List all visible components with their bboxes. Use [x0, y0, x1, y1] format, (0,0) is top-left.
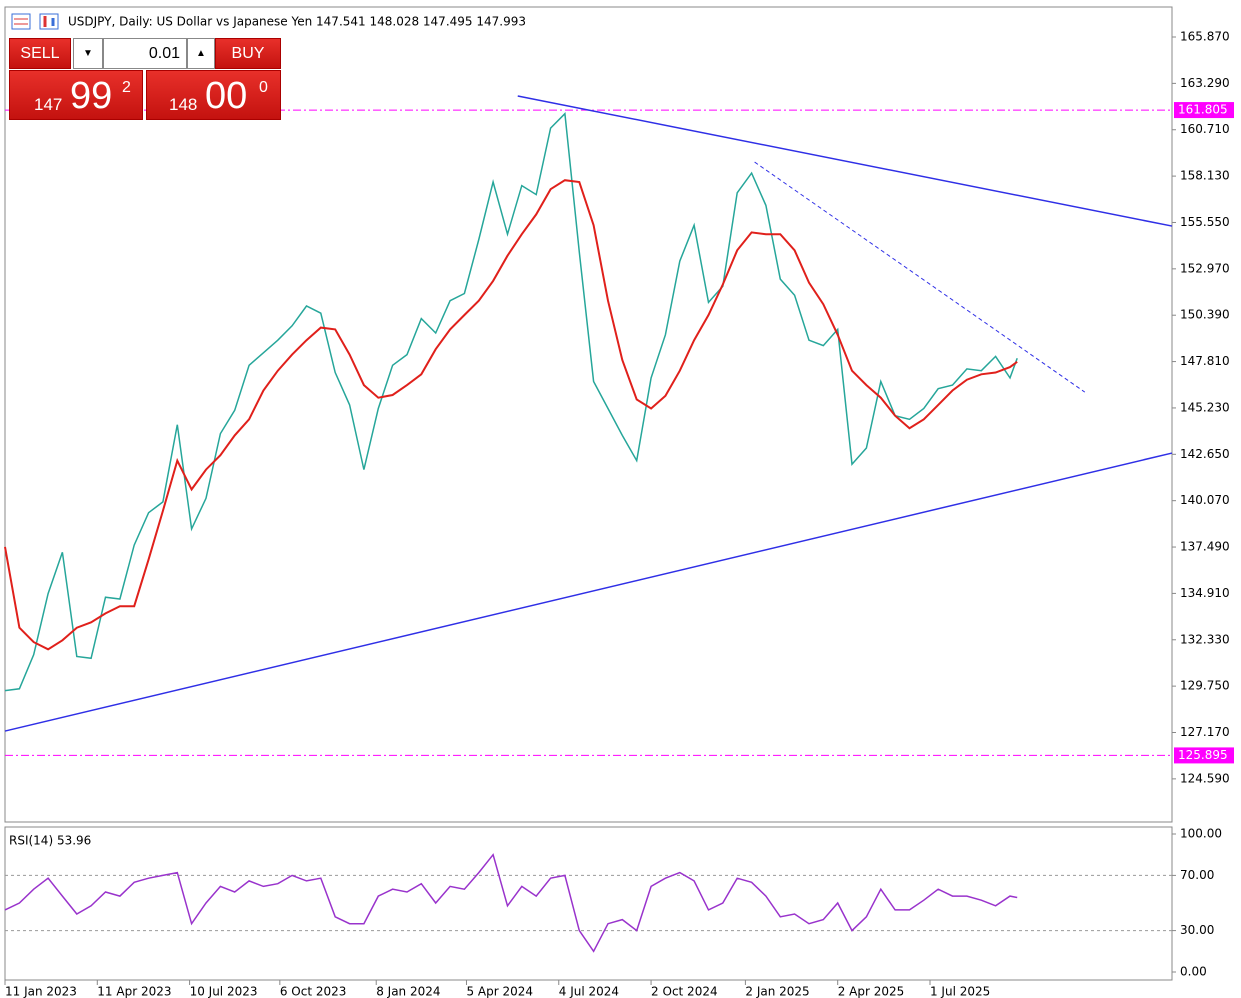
x-tick-label: 11 Jan 2023 — [5, 985, 77, 998]
price-small: 2 — [122, 79, 131, 96]
trend-line — [4, 452, 1173, 732]
price-small: 0 — [259, 79, 268, 96]
buy-price[interactable]: 148 00 0 — [146, 70, 281, 120]
volume-field[interactable]: 0.01 — [103, 38, 187, 69]
x-tick-label: 2 Apr 2025 — [838, 985, 905, 998]
x-tick-label: 5 Apr 2024 — [466, 985, 533, 998]
y-tick-label: 30.00 — [1180, 923, 1214, 937]
y-tick-label: 127.170 — [1180, 725, 1230, 739]
x-tick-label: 10 Jul 2023 — [190, 985, 258, 998]
price-main: 99 — [70, 75, 113, 117]
trend-line — [754, 161, 1086, 393]
price-big: 147 — [34, 95, 63, 114]
buy-button[interactable]: BUY — [215, 38, 281, 69]
x-tick-label: 8 Jan 2024 — [376, 985, 440, 998]
rsi-title: RSI(14) 53.96 — [9, 834, 91, 848]
y-tick-label: 100.00 — [1180, 826, 1222, 840]
x-tick-label: 11 Apr 2023 — [97, 985, 171, 998]
y-tick-label: 163.290 — [1180, 76, 1230, 90]
y-tick-label: 132.330 — [1180, 632, 1230, 646]
level-label: 161.805 — [1178, 103, 1228, 117]
y-tick-label: 0.00 — [1180, 964, 1207, 978]
price-big: 148 — [169, 95, 198, 114]
main-frame — [4, 6, 1173, 823]
header-icons — [11, 13, 59, 30]
series-line — [4, 179, 1018, 651]
y-tick-label: 150.390 — [1180, 308, 1230, 322]
sell-price[interactable]: 147 99 2 — [9, 70, 143, 120]
y-tick-label: 155.550 — [1180, 215, 1230, 229]
volume-up[interactable]: ▲ — [187, 38, 215, 69]
level-label-box — [1174, 102, 1234, 119]
price-main: 00 — [205, 75, 248, 117]
series-line — [4, 853, 1018, 953]
y-tick-label: 142.650 — [1180, 447, 1230, 461]
trend-line — [517, 95, 1173, 227]
y-tick-label: 70.00 — [1180, 868, 1214, 882]
series-line — [4, 112, 1018, 692]
x-tick-label: 4 Jul 2024 — [559, 985, 619, 998]
rsi-frame — [4, 826, 1173, 981]
y-tick-label: 137.490 — [1180, 540, 1230, 554]
y-tick-label: 145.230 — [1180, 400, 1230, 414]
y-tick-label: 124.590 — [1180, 771, 1230, 785]
x-tick-label: 2 Jan 2025 — [745, 985, 809, 998]
trade-panel: SELL ▼ 0.01 ▲ BUY 147 99 2 148 00 0 — [9, 38, 281, 121]
x-tick-label: 6 Oct 2023 — [280, 985, 347, 998]
chart-title: USDJPY, Daily: US Dollar vs Japanese Yen… — [68, 15, 526, 29]
y-tick-label: 129.750 — [1180, 679, 1230, 693]
y-tick-label: 140.070 — [1180, 493, 1230, 507]
sell-button[interactable]: SELL — [9, 38, 71, 69]
x-tick-label: 2 Oct 2024 — [651, 985, 718, 998]
y-tick-label: 160.710 — [1180, 122, 1230, 136]
y-tick-label: 158.130 — [1180, 169, 1230, 183]
level-label-box — [1174, 747, 1234, 764]
x-tick-label: 1 Jul 2025 — [930, 985, 990, 998]
y-tick-label: 165.870 — [1180, 30, 1230, 44]
level-label: 125.895 — [1178, 748, 1228, 762]
y-tick-label: 152.970 — [1180, 261, 1230, 275]
volume-down[interactable]: ▼ — [73, 38, 103, 69]
y-tick-label: 147.810 — [1180, 354, 1230, 368]
y-tick-label: 134.910 — [1180, 586, 1230, 600]
